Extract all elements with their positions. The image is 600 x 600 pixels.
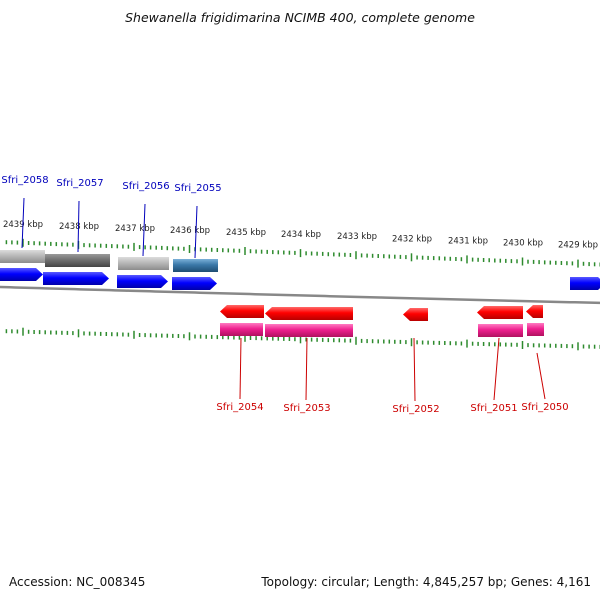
reverse-gene-label: Sfri_2054 bbox=[216, 402, 263, 413]
forward-gene-leader bbox=[77, 200, 80, 253]
forward-cds-arrow bbox=[0, 268, 43, 281]
scale-label: 2437 kbp bbox=[115, 224, 155, 234]
scale-label: 2436 kbp bbox=[170, 226, 210, 236]
reverse-cds-arrow bbox=[526, 305, 543, 318]
genome-summary: Topology: circular; Length: 4,845,257 bp… bbox=[261, 575, 591, 589]
forward-cds-arrow bbox=[172, 277, 217, 290]
forward-gene-box bbox=[118, 257, 169, 270]
scale-label: 2430 kbp bbox=[503, 239, 543, 249]
reverse-cds-arrow bbox=[403, 308, 428, 321]
reverse-gene-label: Sfri_2051 bbox=[470, 403, 517, 414]
forward-gene-label: Sfri_2056 bbox=[122, 181, 169, 192]
forward-gene-leader bbox=[21, 197, 25, 249]
reverse-gene-box bbox=[478, 324, 523, 337]
accession-label: Accession: NC_008345 bbox=[9, 575, 146, 589]
scale-label: 2432 kbp bbox=[392, 234, 432, 244]
reverse-gene-label: Sfri_2050 bbox=[521, 402, 568, 413]
reverse-gene-label: Sfri_2053 bbox=[283, 403, 330, 414]
genome-title: Shewanella frigidimarina NCIMB 400, comp… bbox=[125, 10, 475, 25]
forward-gene-label: Sfri_2055 bbox=[174, 183, 221, 194]
reverse-gene-box bbox=[527, 323, 544, 336]
reverse-gene-leader bbox=[413, 337, 416, 402]
reverse-gene-label: Sfri_2052 bbox=[392, 404, 439, 415]
forward-gene-box bbox=[0, 250, 45, 263]
reverse-cds-arrow bbox=[265, 307, 353, 320]
scale-label: 2438 kbp bbox=[59, 222, 99, 232]
genome-backbone bbox=[0, 285, 600, 305]
forward-gene-label: Sfri_2057 bbox=[56, 178, 103, 189]
scale-label: 2434 kbp bbox=[281, 230, 321, 240]
forward-gene-leader bbox=[142, 203, 146, 257]
scale-label: 2429 kbp bbox=[558, 241, 598, 251]
forward-gene-leader bbox=[194, 205, 198, 259]
reverse-gene-box bbox=[265, 324, 353, 337]
reverse-gene-leader bbox=[239, 337, 242, 400]
forward-gene-label: Sfri_2058 bbox=[1, 175, 48, 186]
forward-cds-arrow bbox=[117, 275, 168, 288]
scale-label: 2435 kbp bbox=[226, 228, 266, 238]
reverse-cds-arrow bbox=[477, 306, 523, 319]
reverse-gene-leader bbox=[305, 337, 308, 401]
reverse-gene-box bbox=[220, 323, 263, 336]
forward-gene-box bbox=[173, 259, 218, 272]
reverse-gene-leader bbox=[493, 337, 500, 401]
reverse-cds-arrow bbox=[220, 305, 264, 318]
scale-label: 2431 kbp bbox=[448, 236, 488, 246]
scale-label: 2433 kbp bbox=[337, 232, 377, 242]
forward-cds-arrow bbox=[570, 277, 600, 290]
reverse-gene-leader bbox=[536, 352, 546, 400]
forward-cds-arrow bbox=[43, 272, 109, 285]
forward-gene-box bbox=[45, 254, 110, 267]
